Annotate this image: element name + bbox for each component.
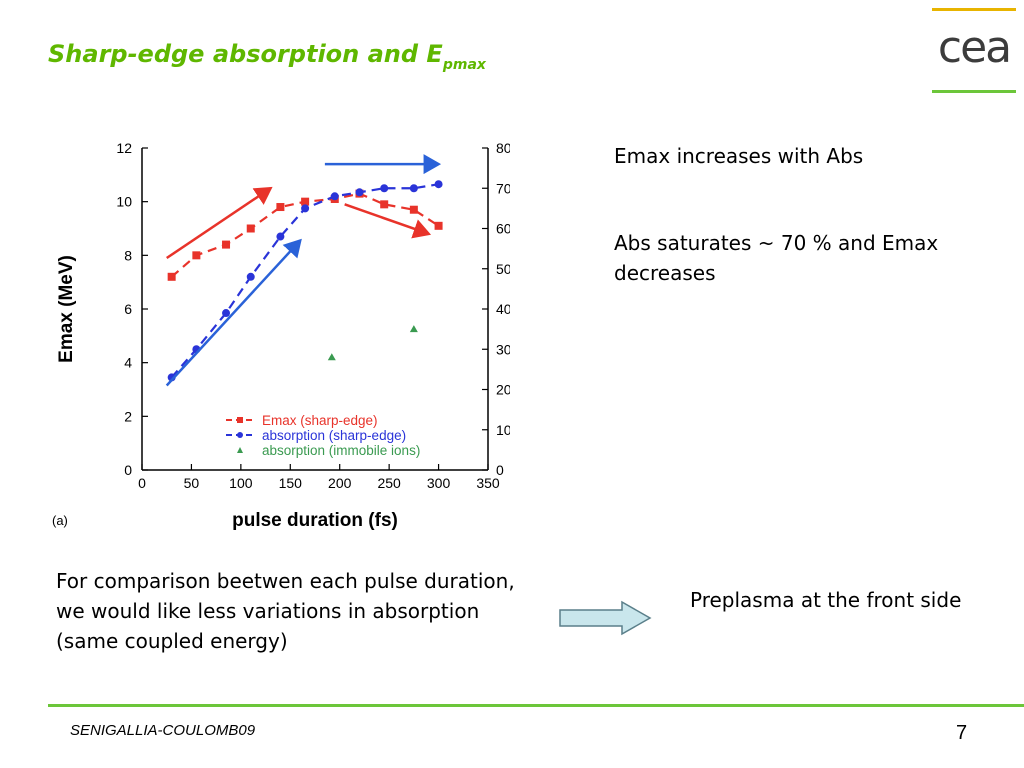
x-tick-label: 100: [229, 475, 253, 491]
footer-text: SENIGALLIA-COULOMB09: [70, 722, 256, 739]
data-point-emax: [192, 251, 201, 260]
x-tick-label: 150: [279, 475, 303, 491]
y-right-tick-label: 50: [496, 261, 510, 277]
data-point-absorption: [246, 272, 255, 281]
footer-divider: [48, 704, 1024, 707]
title-main: Sharp-edge absorption and E: [48, 40, 443, 68]
data-point-emax: [409, 205, 418, 214]
right-arrow-icon: [559, 600, 652, 636]
y-right-tick-label: 40: [496, 301, 510, 317]
x-axis-title: pulse duration (fs): [232, 510, 398, 531]
x-tick-label: 250: [377, 475, 401, 491]
data-point-immobile: [409, 325, 418, 333]
chart-container: 0 50 100 150 200 250 300 350 0 2 4 6 8 10 12 0 10 20 30 40 5…: [40, 120, 544, 540]
y-right-tick-label: 20: [496, 382, 510, 398]
y-right-tick-label: 10: [496, 422, 510, 438]
slide-title: Sharp-edge absorption and Epmax: [48, 40, 486, 73]
y-left-tick-label: 0: [124, 462, 132, 478]
note-comparison: For comparison beetwen each pulse durati…: [56, 569, 515, 653]
y-left-tick-label: 12: [116, 140, 132, 156]
logo-text: cea: [938, 26, 1010, 73]
y-left-axis-title: Emax (MeV): [56, 255, 77, 363]
panel-label: (a): [52, 513, 68, 528]
emax-absorption-chart: 0 50 100 150 200 250 300 3500246810120102030405…: [52, 140, 544, 531]
data-point-emax: [167, 272, 176, 281]
y-right-tick-label: 30: [496, 341, 510, 357]
logo-bottom-bar: [932, 90, 1016, 93]
legend-marker-1: [237, 432, 243, 438]
data-point-absorption: [330, 192, 339, 201]
y-left-tick-label: 8: [124, 247, 132, 263]
data-point-emax: [222, 240, 231, 249]
trend-arrow-2: [165, 238, 302, 387]
x-tick-label: 300: [427, 475, 451, 491]
data-point-absorption: [434, 180, 443, 189]
y-left-tick-label: 2: [124, 408, 132, 424]
legend-label-0: Emax (sharp-edge): [262, 413, 378, 428]
x-tick-label: 350: [476, 475, 500, 491]
legend-label-2: absorption (immobile ions): [262, 443, 420, 458]
y-left-tick-label: 10: [116, 194, 132, 210]
data-point-emax: [380, 200, 389, 209]
y-right-tick-label: 70: [496, 180, 510, 196]
logo-top-bar: [932, 8, 1016, 11]
trend-arrow-1: [344, 203, 432, 239]
y-right-tick-label: 0: [496, 462, 504, 478]
trend-arrow-0: [166, 186, 273, 260]
data-point-absorption: [276, 232, 285, 241]
series-line-1: [170, 183, 439, 379]
data-point-absorption: [380, 184, 389, 193]
legend-marker-0: [237, 417, 243, 423]
data-point-emax: [246, 224, 255, 233]
data-point-absorption: [409, 184, 418, 193]
note-emax-increases: Emax increases with Abs: [614, 144, 864, 168]
y-right-tick-label: 60: [496, 221, 510, 237]
x-tick-label: 50: [184, 475, 200, 491]
legend-label-1: absorption (sharp-edge): [262, 428, 406, 443]
y-right-tick-label: 80: [496, 140, 510, 156]
cea-logo-mark: cea: [938, 26, 1012, 73]
y-left-tick-label: 4: [124, 355, 132, 371]
cea-logo: cea: [930, 6, 1018, 96]
data-point-emax: [301, 197, 310, 206]
data-point-immobile: [327, 353, 336, 361]
note-abs-saturates: Abs saturates ~ 70 % and Emax decreases: [614, 231, 939, 285]
legend-marker-2: [237, 447, 243, 453]
x-tick-label: 200: [328, 475, 352, 491]
data-point-absorption: [301, 204, 310, 213]
data-point-absorption: [222, 309, 231, 318]
note-preplasma: Preplasma at the front side: [690, 588, 962, 612]
data-point-emax: [434, 221, 443, 230]
y-left-tick-label: 6: [124, 301, 132, 317]
title-subscript: pmax: [442, 57, 486, 73]
page-number: 7: [956, 722, 968, 744]
x-tick-label: 0: [138, 475, 146, 491]
data-point-emax: [276, 203, 285, 212]
data-point-absorption: [355, 188, 364, 197]
